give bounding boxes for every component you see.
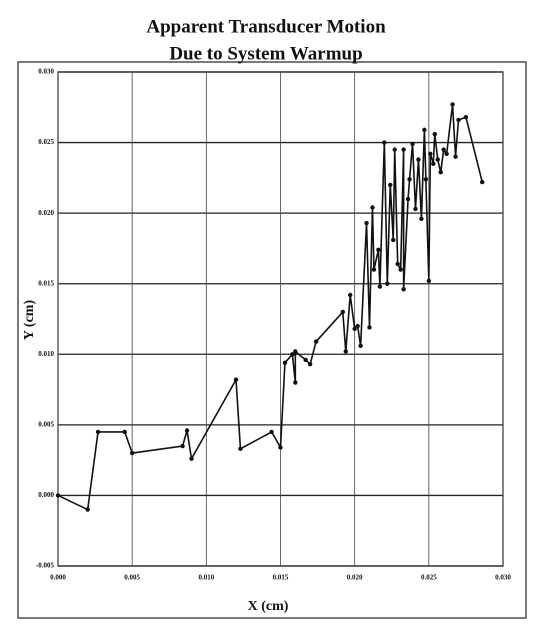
data-point <box>184 428 190 433</box>
y-tick-label: 0.020 <box>38 209 54 217</box>
y-tick-label: 0.015 <box>38 279 54 287</box>
data-point <box>364 220 369 226</box>
data-point <box>401 147 406 152</box>
data-point <box>371 267 377 272</box>
data-point <box>307 361 313 367</box>
data-point <box>370 205 375 210</box>
data-point <box>355 323 360 329</box>
x-tick-label: 0.015 <box>273 574 289 582</box>
data-point <box>348 292 353 298</box>
data-point <box>290 352 295 357</box>
data-point <box>398 267 403 272</box>
data-point <box>233 377 239 382</box>
data-point <box>313 339 319 344</box>
y-tick-label: -0.005 <box>36 562 55 570</box>
y-tick-label: 0.025 <box>38 138 54 146</box>
data-point <box>391 237 396 243</box>
data-point <box>419 216 424 221</box>
data-point <box>431 161 436 166</box>
data-point <box>282 360 288 365</box>
data-point <box>382 140 387 145</box>
y-tick-label: 0.010 <box>38 350 54 358</box>
data-point <box>463 114 469 120</box>
data-point <box>303 357 308 363</box>
y-tick-label: 0.005 <box>38 420 54 428</box>
x-tick-label: 0.025 <box>421 574 437 582</box>
x-axis-label: X (cm) <box>248 599 289 614</box>
data-point <box>385 281 390 286</box>
data-point <box>428 151 433 157</box>
data-point <box>85 507 90 512</box>
data-point <box>453 154 458 159</box>
data-point <box>340 309 345 315</box>
data-point <box>293 349 298 354</box>
x-tick-label: 0.030 <box>495 574 511 582</box>
data-point <box>367 325 372 330</box>
data-point <box>269 429 274 435</box>
data-point <box>129 450 135 456</box>
data-point <box>95 429 101 435</box>
y-tick-label: 0.000 <box>38 491 54 499</box>
data-point <box>392 147 397 152</box>
data-point <box>377 284 383 289</box>
data-point <box>422 127 427 133</box>
data-point <box>122 429 127 435</box>
data-point <box>278 445 283 450</box>
data-point <box>450 102 455 107</box>
data-point <box>238 446 243 452</box>
chart-title: Due to System Warmup <box>169 43 362 64</box>
data-point <box>405 196 411 202</box>
data-point <box>432 131 437 137</box>
data-point <box>395 261 400 267</box>
data-line <box>57 103 484 511</box>
data-point <box>55 493 61 498</box>
data-point <box>180 443 185 449</box>
data-point <box>410 141 415 147</box>
y-tick-label: 0.030 <box>38 68 54 76</box>
data-point <box>293 380 298 385</box>
data-point <box>426 278 432 284</box>
data-point <box>401 287 406 292</box>
data-point <box>413 206 418 212</box>
x-tick-label: 0.005 <box>124 574 140 582</box>
data-point <box>480 179 485 185</box>
chart-title: Apparent Transducer Motion <box>146 16 386 37</box>
data-point <box>189 456 194 461</box>
data-point <box>416 157 421 162</box>
x-tick-label: 0.010 <box>198 574 214 582</box>
data-point <box>407 177 412 182</box>
data-point <box>358 343 363 349</box>
data-point <box>441 147 446 152</box>
data-point <box>435 157 440 162</box>
data-point <box>343 349 348 354</box>
x-tick-label: 0.000 <box>50 574 66 582</box>
data-point <box>438 170 443 175</box>
data-point <box>423 177 429 182</box>
data-point <box>444 151 449 157</box>
frame <box>17 61 527 619</box>
data-point <box>388 182 393 188</box>
data-point <box>376 247 381 253</box>
y-axis-label: Y (cm) <box>22 300 37 341</box>
data-point <box>352 326 357 332</box>
data-point <box>456 117 461 123</box>
x-tick-label: 0.020 <box>347 574 363 582</box>
